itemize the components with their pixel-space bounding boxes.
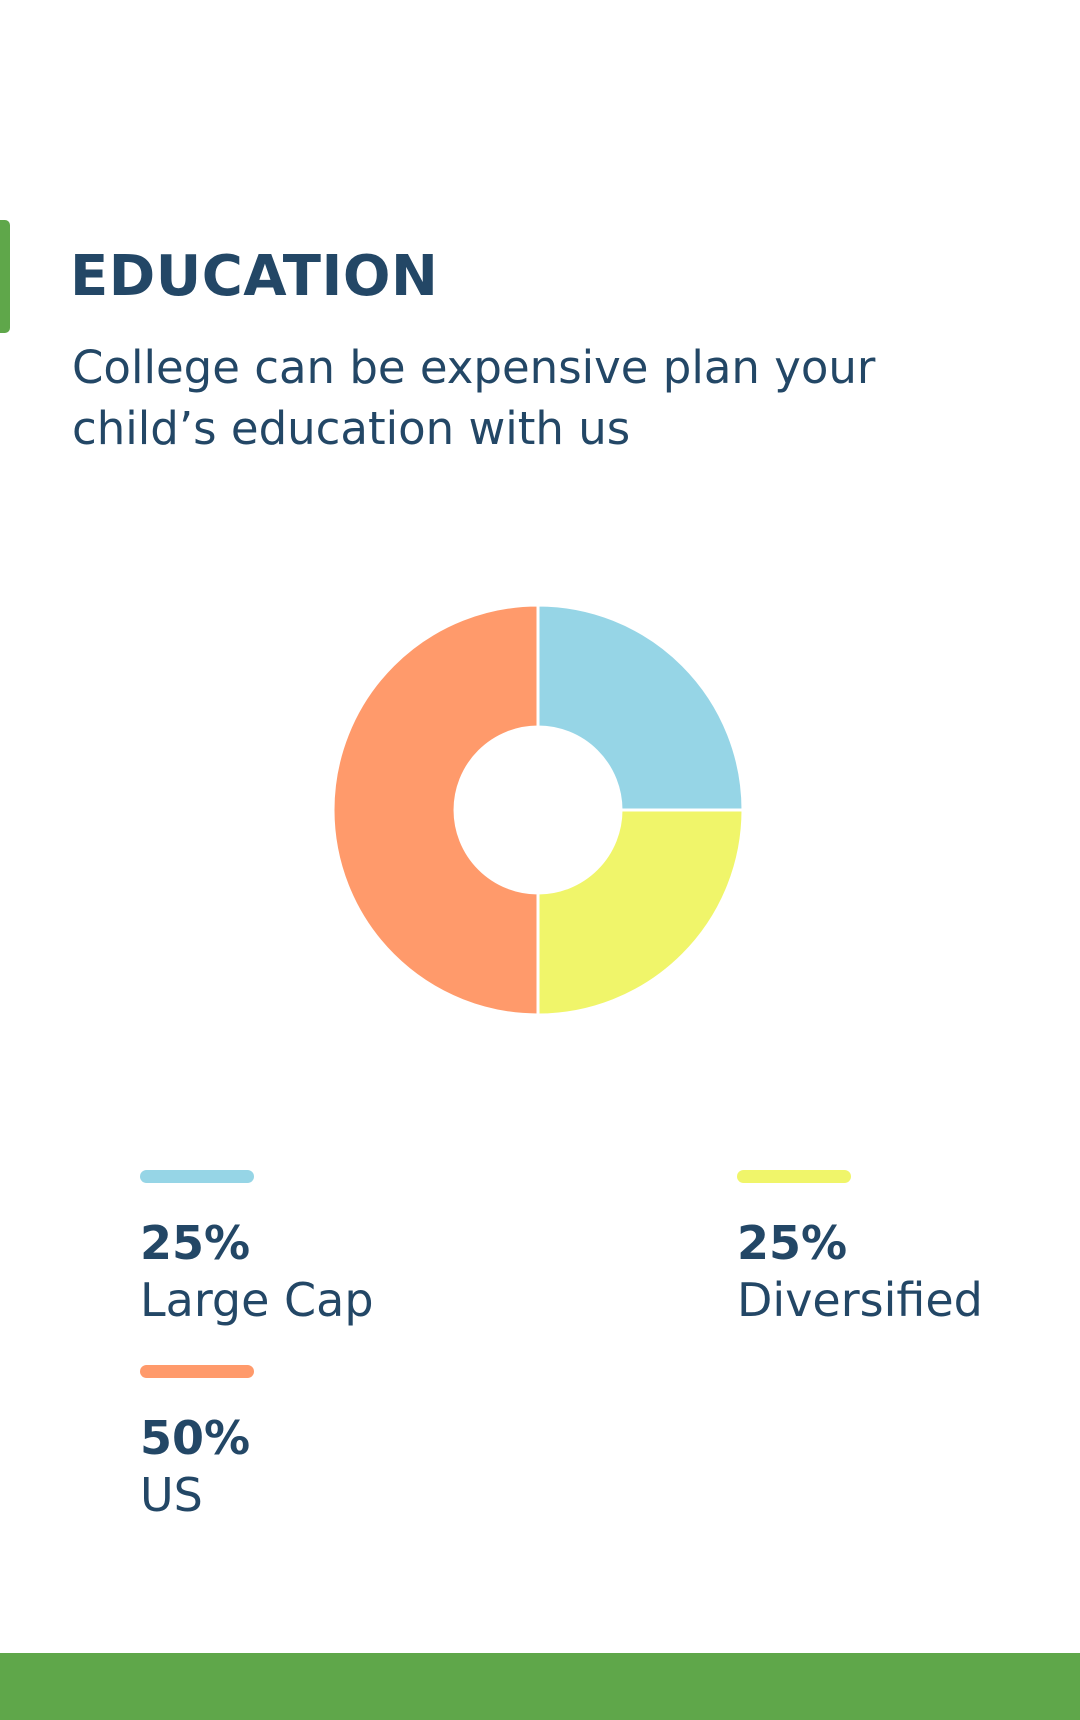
- legend-swatch-diversified: [737, 1170, 851, 1183]
- donut-slice-us: [333, 605, 540, 1015]
- legend-label-diversified: Diversified: [737, 1273, 983, 1327]
- footer-bar: [0, 1653, 1080, 1720]
- donut-slice-diversified: [536, 808, 743, 1015]
- legend-label-us: US: [140, 1468, 203, 1522]
- donut-slice-large-cap: [536, 605, 743, 812]
- legend-percent-large-cap: 25%: [140, 1216, 251, 1270]
- legend-percent-us: 50%: [140, 1411, 251, 1465]
- legend-item-diversified: 25% Diversified: [737, 1170, 1037, 1327]
- page-subtitle: College can be expensive plan your child…: [72, 341, 876, 455]
- legend-item-large-cap: 25% Large Cap: [140, 1170, 440, 1327]
- legend-item-us: 50% US: [140, 1365, 440, 1522]
- allocation-donut-chart: [333, 605, 743, 1015]
- legend-label-large-cap: Large Cap: [140, 1273, 374, 1327]
- legend-swatch-large-cap: [140, 1170, 254, 1183]
- legend-percent-diversified: 25%: [737, 1216, 848, 1270]
- section-accent-bar: [0, 220, 10, 333]
- page-title: EDUCATION: [70, 244, 439, 309]
- legend-swatch-us: [140, 1365, 254, 1378]
